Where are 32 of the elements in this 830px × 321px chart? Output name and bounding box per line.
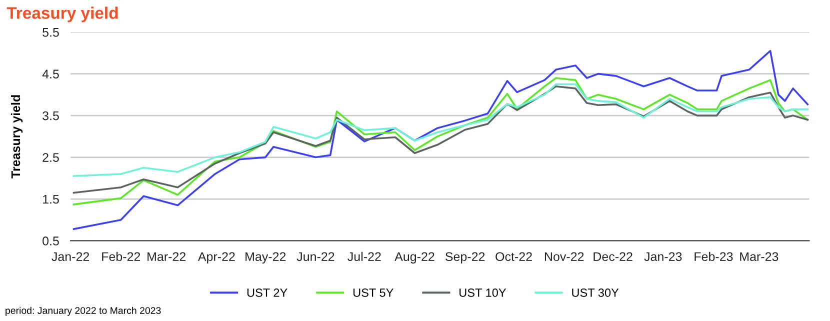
x-tick-label: Dec-22 (594, 252, 632, 262)
x-tick-label: Oct-22 (496, 252, 532, 262)
y-axis-title: Treasury yield (10, 95, 23, 178)
x-tick-label: Mar-22 (148, 252, 186, 262)
y-tick-label: 3.5 (42, 111, 59, 120)
y-tick-label: 4.5 (42, 70, 59, 78)
legend-label: UST 2Y (247, 288, 288, 297)
x-tick-label: Feb-23 (694, 252, 733, 262)
x-tick-label: Feb-22 (102, 252, 140, 262)
y-tick-label: 0.5 (42, 236, 59, 246)
text: period: January 2022 to March 2023 (6, 306, 161, 316)
legend-label: UST 5Y (353, 288, 394, 297)
y-tick-label: 1.5 (43, 194, 59, 204)
line-series (72, 83, 809, 177)
x-tick-label: Jan-22 (52, 252, 90, 262)
x-tick-label: Nov-22 (544, 252, 584, 262)
line-series (72, 77, 809, 206)
x-tick-label: Jul-22 (348, 252, 381, 262)
y-tick-label: 5.5 (42, 28, 59, 37)
chart-title: Treasury yield (6, 6, 118, 22)
x-tick-label: May-22 (246, 252, 286, 264)
x-tick-label: Apr-22 (198, 252, 235, 264)
x-tick-label: Mar-23 (740, 252, 778, 262)
legend-label: UST 10Y (460, 288, 506, 297)
x-tick-label: Aug-22 (394, 252, 434, 264)
line-series (72, 85, 809, 194)
line-series (72, 50, 809, 230)
y-tick-label: 2.5 (42, 153, 59, 162)
x-tick-label: Sep-22 (445, 252, 485, 264)
x-tick-label: Jan-23 (644, 252, 682, 262)
legend-label: UST 30Y (572, 288, 619, 297)
x-tick-label: Jun-22 (296, 252, 334, 262)
